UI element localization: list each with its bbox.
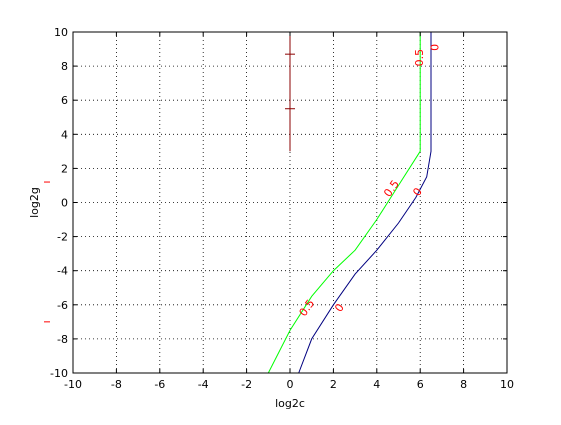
y-tick-label: 6	[61, 94, 68, 107]
y-tick-label: 0	[61, 197, 68, 210]
series-group	[267, 32, 432, 374]
y-axis-label: log2g	[28, 187, 41, 218]
x-ticks: -10 -8 -6 -4 -2 0 2 4 6 8 10	[64, 32, 514, 391]
x-axis-label: log2c	[275, 397, 305, 410]
contour-label: 0.5	[381, 178, 402, 200]
x-tick-label: 2	[330, 378, 337, 391]
y-tick-label: 8	[61, 60, 68, 73]
contour-label: 0	[332, 301, 347, 314]
y-tick-label: 10	[54, 26, 68, 39]
y-tick-label: -8	[57, 333, 68, 346]
x-tick-label: -8	[111, 378, 122, 391]
x-tick-label: 8	[460, 378, 467, 391]
markers-group	[285, 53, 295, 110]
y-ticks: -10 -8 -6 -4 -2 0 2 4 6 8 10	[50, 26, 507, 380]
contour-label: 0.5	[413, 49, 426, 66]
x-tick-label: 10	[500, 378, 514, 391]
contour-labels-group: 0.5 00.5 00.50	[297, 44, 442, 319]
y-tick-label: -6	[57, 299, 68, 312]
contour-label: 0	[410, 185, 425, 198]
contour-line-0	[267, 32, 421, 374]
x-tick-label: 6	[417, 378, 424, 391]
y-tick-label: 2	[61, 162, 68, 175]
y-tick-label: 4	[61, 128, 68, 141]
x-tick-label: 0	[287, 378, 294, 391]
x-tick-label: -2	[241, 378, 252, 391]
edge-ticks-group	[44, 181, 50, 323]
contour-label: 0	[428, 44, 441, 51]
x-tick-label: -10	[64, 378, 82, 391]
y-tick-label: -2	[57, 231, 68, 244]
x-tick-label: 4	[373, 378, 380, 391]
contour-line-1	[298, 32, 432, 374]
y-tick-label: -4	[57, 265, 68, 278]
y-tick-label: -10	[50, 367, 68, 380]
x-tick-label: -6	[154, 378, 165, 391]
x-tick-label: -4	[198, 378, 209, 391]
